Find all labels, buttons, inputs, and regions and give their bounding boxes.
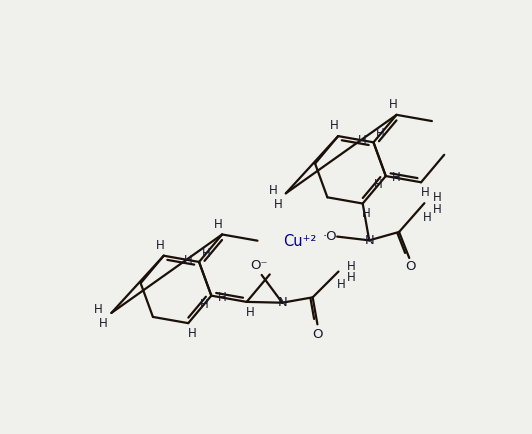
Text: H: H: [433, 191, 441, 204]
Text: H: H: [184, 253, 193, 266]
Text: H: H: [359, 134, 367, 147]
Text: H: H: [346, 271, 355, 284]
Text: H: H: [99, 317, 108, 330]
Text: O: O: [405, 260, 415, 273]
Text: N: N: [277, 296, 287, 309]
Text: O: O: [312, 328, 323, 341]
Text: H: H: [273, 197, 282, 210]
Text: H: H: [420, 186, 429, 199]
Text: O⁻: O⁻: [251, 260, 268, 273]
Text: H: H: [200, 298, 209, 311]
Text: H: H: [330, 119, 339, 132]
Text: H: H: [375, 178, 383, 191]
Text: H: H: [422, 210, 431, 224]
Text: H: H: [433, 203, 441, 216]
Text: H: H: [155, 239, 164, 252]
Text: H: H: [188, 327, 196, 340]
Text: H: H: [376, 128, 385, 141]
Text: H: H: [388, 98, 397, 111]
Text: N: N: [364, 234, 374, 247]
Text: H: H: [362, 207, 371, 220]
Text: ·O: ·O: [322, 230, 337, 243]
Text: Cu⁺²: Cu⁺²: [283, 234, 317, 249]
Text: H: H: [346, 260, 355, 273]
Text: H: H: [392, 171, 401, 184]
Text: H: H: [218, 291, 227, 304]
Text: H: H: [269, 184, 277, 197]
Text: H: H: [246, 306, 255, 319]
Text: H: H: [202, 247, 211, 260]
Text: H: H: [337, 279, 345, 292]
Text: H: H: [94, 303, 103, 316]
Text: H: H: [214, 217, 223, 230]
